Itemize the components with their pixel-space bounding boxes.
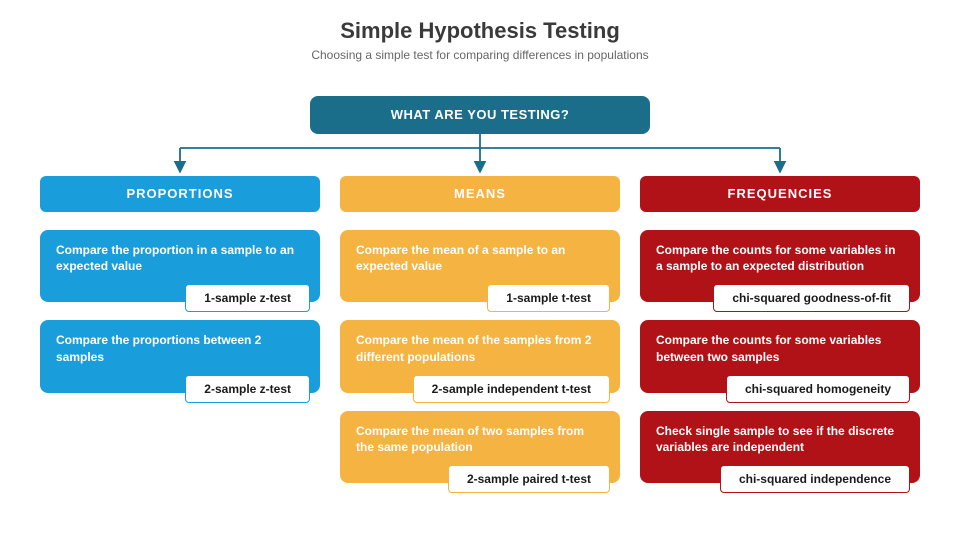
test-label: 2-sample paired t-test	[448, 465, 610, 493]
column-means: MEANS Compare the mean of a sample to an …	[340, 176, 620, 501]
card-proportions-1: Compare the proportions between 2 sample…	[40, 320, 320, 392]
test-label: 2-sample independent t-test	[413, 375, 610, 403]
page-subtitle: Choosing a simple test for comparing dif…	[0, 48, 960, 62]
card-description: Compare the mean of the samples from 2 d…	[356, 332, 604, 364]
card-description: Compare the mean of a sample to an expec…	[356, 242, 604, 274]
card-description: Check single sample to see if the discre…	[656, 423, 904, 455]
card-means-2: Compare the mean of two samples from the…	[340, 411, 620, 483]
card-description: Compare the proportions between 2 sample…	[56, 332, 304, 364]
column-header-frequencies: FREQUENCIES	[640, 176, 920, 212]
card-proportions-0: Compare the proportion in a sample to an…	[40, 230, 320, 302]
column-header-proportions: PROPORTIONS	[40, 176, 320, 212]
card-description: Compare the counts for some variables in…	[656, 242, 904, 274]
card-means-1: Compare the mean of the samples from 2 d…	[340, 320, 620, 392]
test-label: chi-squared goodness-of-fit	[713, 284, 910, 312]
column-proportions: PROPORTIONS Compare the proportion in a s…	[40, 176, 320, 411]
root-question-node: WHAT ARE YOU TESTING?	[310, 96, 650, 134]
card-means-0: Compare the mean of a sample to an expec…	[340, 230, 620, 302]
test-label: chi-squared independence	[720, 465, 910, 493]
card-description: Compare the counts for some variables be…	[656, 332, 904, 364]
column-header-means: MEANS	[340, 176, 620, 212]
card-frequencies-1: Compare the counts for some variables be…	[640, 320, 920, 392]
page-title: Simple Hypothesis Testing	[0, 18, 960, 44]
card-description: Compare the mean of two samples from the…	[356, 423, 604, 455]
test-label: 2-sample z-test	[185, 375, 310, 403]
test-label: chi-squared homogeneity	[726, 375, 910, 403]
test-label: 1-sample t-test	[487, 284, 610, 312]
column-frequencies: FREQUENCIES Compare the counts for some v…	[640, 176, 920, 501]
card-description: Compare the proportion in a sample to an…	[56, 242, 304, 274]
card-frequencies-2: Check single sample to see if the discre…	[640, 411, 920, 483]
test-label: 1-sample z-test	[185, 284, 310, 312]
card-frequencies-0: Compare the counts for some variables in…	[640, 230, 920, 302]
